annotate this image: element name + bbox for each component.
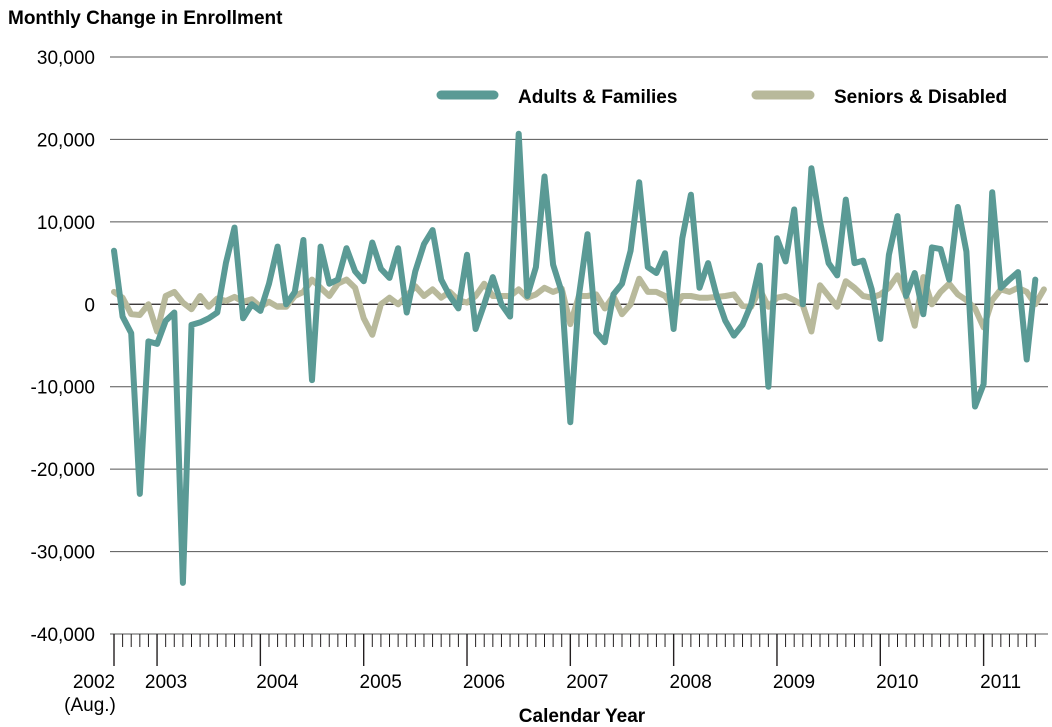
x-tick-sublabel: (Aug.) [64, 695, 116, 716]
legend: Adults & Families Seniors & Disabled [436, 87, 1007, 108]
x-tick-label: 2010 [876, 672, 918, 693]
x-axis: 2002(Aug.) 2003 2004 2005 2006 2007 2008 2009 20… [64, 634, 1036, 716]
y-tick-label: 20,000 [37, 130, 95, 151]
legend-label: Adults & Families [518, 87, 677, 108]
y-tick-label: -30,000 [31, 543, 95, 564]
series-line-adults-families [111, 130, 1039, 586]
x-tick-label: 2004 [256, 672, 299, 693]
y-axis-tick-labels: 30,000 20,000 10,000 0 -10,000 -20,000 -30,000… [31, 48, 95, 646]
x-tick-label: 2005 [360, 672, 402, 693]
y-tick-label: -40,000 [31, 625, 95, 646]
y-tick-label: 0 [84, 295, 95, 316]
x-tick-label: 2008 [670, 672, 712, 693]
x-tick-label: 2011 [980, 672, 1021, 693]
series-lines [111, 130, 1047, 586]
x-tick-label: 2006 [463, 672, 505, 693]
x-tick-label: 2009 [773, 672, 815, 693]
x-axis-title: Calendar Year [519, 706, 646, 727]
x-tick-label: 2003 [145, 672, 187, 693]
y-tick-label: -10,000 [31, 378, 95, 399]
chart-title: Monthly Change in Enrollment [8, 8, 283, 29]
y-tick-label: -20,000 [31, 460, 95, 481]
x-tick-label: 2002 [73, 672, 115, 693]
x-tick-label: 2007 [566, 672, 608, 693]
legend-label: Seniors & Disabled [834, 87, 1007, 108]
y-tick-label: 10,000 [37, 213, 95, 234]
gridlines [110, 56, 1048, 635]
y-tick-label: 30,000 [37, 48, 95, 69]
